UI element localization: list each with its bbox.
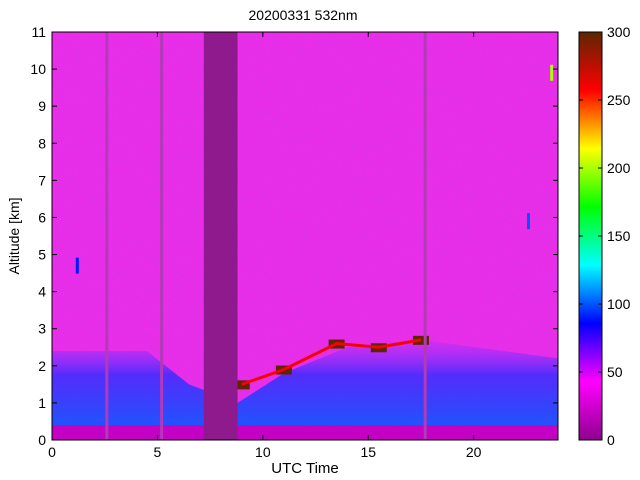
isolated-feature — [550, 64, 554, 81]
vertical-dropout — [160, 32, 164, 440]
surface-layer — [52, 425, 558, 440]
y-tick-label: 7 — [38, 172, 46, 188]
y-tick-label: 4 — [38, 284, 46, 300]
y-tick-label: 9 — [38, 98, 46, 114]
colorbar-tick-label: 300 — [607, 24, 631, 40]
x-tick-label: 15 — [360, 444, 376, 460]
y-tick-label: 3 — [38, 321, 46, 337]
isolated-feature — [75, 257, 79, 274]
aerosol-layer-line — [241, 338, 422, 386]
no-data-band — [203, 32, 238, 440]
x-axis: 0 5 10 15 20 — [48, 32, 482, 460]
x-axis-label: UTC Time — [271, 460, 339, 477]
x-tick-label: 0 — [48, 444, 56, 460]
colorbar-tick-label: 250 — [607, 92, 631, 108]
y-tick-label: 6 — [38, 209, 46, 225]
y-tick-label: 10 — [30, 61, 46, 77]
colorbar-tick-label: 100 — [607, 296, 631, 312]
x-tick-label: 10 — [255, 444, 271, 460]
y-axis: 0 1 2 3 4 5 6 7 8 9 10 11 — [30, 24, 558, 448]
vertical-dropout — [105, 32, 109, 440]
y-tick-label: 11 — [31, 24, 46, 40]
colorbar-tick-label: 200 — [607, 160, 631, 176]
y-axis-label: Altitude [km] — [6, 197, 22, 274]
colorbar-axis: 0 50 100 150 200 250 300 — [579, 24, 631, 448]
isolated-feature — [526, 213, 530, 230]
y-tick-label: 1 — [38, 395, 46, 411]
plot-area — [52, 32, 558, 440]
y-tick-label: 0 — [38, 432, 46, 448]
colorbar-tick-label: 0 — [607, 432, 615, 448]
x-tick-label: 5 — [154, 444, 162, 460]
colorbar-tick-label: 50 — [607, 364, 623, 380]
chart-title: 20200331 532nm — [249, 7, 358, 23]
y-tick-label: 2 — [38, 358, 46, 374]
y-tick-label: 8 — [38, 135, 46, 151]
aerosol-layer-mark — [233, 380, 250, 390]
colorbar-tick-label: 150 — [607, 228, 631, 244]
plot-frame — [51, 31, 559, 441]
boundary-layer — [52, 339, 558, 440]
y-tick-label: 5 — [38, 247, 46, 263]
x-tick-label: 20 — [466, 444, 482, 460]
vertical-dropout — [423, 32, 427, 440]
